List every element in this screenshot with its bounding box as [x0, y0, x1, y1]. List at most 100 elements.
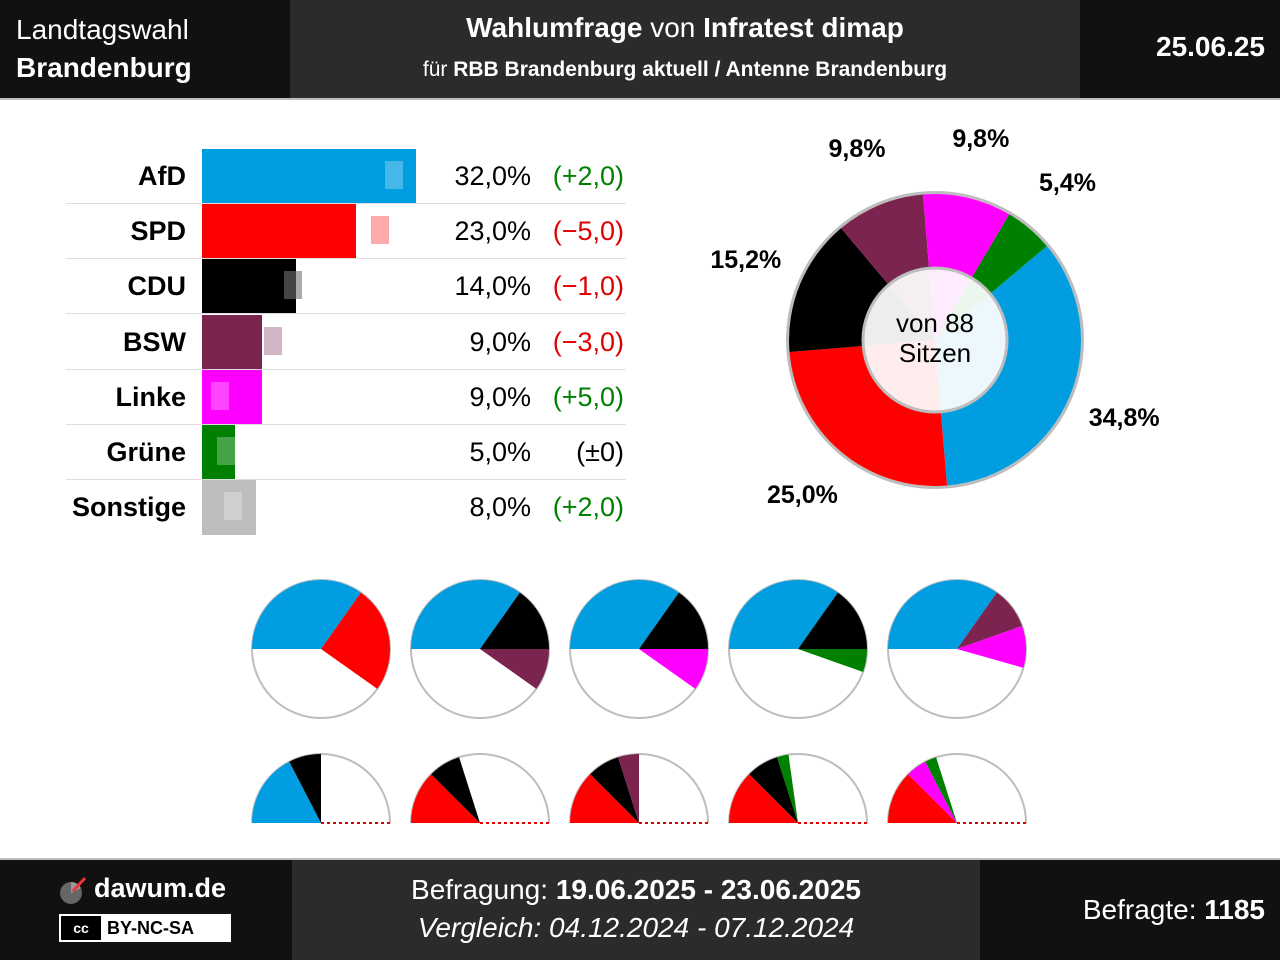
- coalition-slice-cdu: [480, 592, 549, 649]
- coalition-circle-afd-cdu-gruene: [728, 579, 868, 719]
- donut-label-cdu: 15,2%: [710, 246, 782, 275]
- row-divider: [66, 203, 626, 204]
- donut-label-gruene: 5,4%: [1039, 168, 1097, 197]
- coalition-slice-cdu: [590, 757, 639, 823]
- coalition-slice-spd: [570, 774, 639, 823]
- change-label: (−5,0): [552, 216, 624, 247]
- donut-center-label-2: Sitzen: [899, 338, 971, 368]
- election-type: Landtagswahl: [16, 14, 189, 45]
- cc-license-icon: cc: [61, 916, 101, 940]
- site-link[interactable]: dawum.de: [94, 873, 227, 903]
- donut-outline: [786, 191, 1084, 489]
- bar-row-gruene: Grüne 5,0% (±0): [66, 425, 626, 480]
- donut-label-afd: 34,8%: [1088, 403, 1160, 432]
- bar-row-cdu: CDU 14,0% (−1,0): [66, 259, 626, 315]
- coalition-slice-spd: [888, 774, 957, 823]
- value-label: 9,0%: [469, 381, 531, 412]
- bar-previous-marker-bsw: [264, 326, 283, 355]
- comparison-period: Vergleich: 04.12.2024 - 07.12.2024: [417, 912, 855, 943]
- license-text: BY-NC-SA: [107, 918, 195, 938]
- value-label: 32,0%: [454, 161, 531, 191]
- donut-label-bsw: 9,8%: [828, 135, 886, 164]
- party-label: Linke: [115, 381, 186, 412]
- footer-divider: [0, 858, 1280, 860]
- change-label: (+2,0): [552, 161, 624, 191]
- coalition-slice-linke: [639, 649, 708, 689]
- change-label: (−3,0): [552, 326, 624, 357]
- coalition-slice-gruene: [925, 757, 957, 823]
- coalition-semicircle-spd-cdu: [410, 753, 550, 824]
- row-divider: [66, 258, 626, 260]
- coalition-slice-bsw: [618, 754, 639, 823]
- coalition-slice-cdu: [749, 757, 798, 823]
- party-label: SPD: [130, 216, 186, 247]
- bar-row-afd: AfD 32,0% (+2,0): [66, 149, 626, 204]
- bar-previous-marker-gruene: [217, 437, 236, 465]
- party-label: CDU: [127, 271, 187, 302]
- donut-center: [861, 266, 1009, 414]
- coalition-slice-afd: [570, 580, 679, 649]
- change-label: (±0): [576, 437, 624, 467]
- coalition-slice-cdu: [639, 592, 708, 649]
- poll-date: 25.06.25: [1156, 31, 1265, 62]
- change-label: (+2,0): [552, 492, 624, 523]
- row-divider: [66, 313, 626, 315]
- coalition-semicircle-afd-cdu: [251, 753, 391, 824]
- coalition-slice-afd: [252, 580, 361, 649]
- bar-current-cdu: [202, 259, 296, 315]
- coalition-slice-gruene: [777, 754, 798, 823]
- party-label: BSW: [123, 326, 186, 357]
- coalition-slice-bsw: [957, 592, 1023, 649]
- footer-center-panel: [292, 860, 980, 960]
- donut-center-label-1: von 88: [896, 308, 974, 338]
- bar-row-linke: Linke 9,0% (+5,0): [66, 369, 626, 425]
- respondent-count: Befragte: 1185: [1082, 894, 1265, 925]
- coalition-slice-cdu: [431, 757, 480, 823]
- party-label: AfD: [138, 161, 186, 191]
- bar-current-bsw: [202, 314, 263, 370]
- coalition-slice-spd: [411, 774, 480, 823]
- coalition-semicircle-spd-linke-gruene: [887, 753, 1027, 824]
- coalition-slice-gruene: [798, 649, 867, 672]
- row-divider: [66, 368, 626, 370]
- coalition-slice-afd: [252, 761, 321, 823]
- coalition-circle-afd-spd: [251, 579, 391, 719]
- license-badge[interactable]: cc BY-NC-SA: [59, 914, 231, 942]
- dawum-logo-icon[interactable]: [58, 876, 88, 906]
- donut-slice-afd: [935, 246, 1081, 486]
- bar-previous-marker-cdu: [284, 271, 303, 300]
- coalition-slice-cdu: [289, 754, 321, 823]
- donut-label-spd: 25,0%: [767, 481, 838, 510]
- row-divider: [66, 423, 626, 425]
- coalition-slice-spd: [729, 774, 798, 823]
- coalition-charts: [251, 579, 1027, 824]
- header-right-panel: [1080, 0, 1280, 98]
- bar-previous-marker-spd: [371, 216, 390, 245]
- value-label: 14,0%: [454, 271, 531, 302]
- coalition-circle-afd-bsw-linke: [887, 579, 1027, 719]
- row-divider: [66, 479, 626, 480]
- bar-current-afd: [202, 149, 416, 204]
- party-label: Sonstige: [71, 492, 186, 523]
- donut-label-linke: 9,8%: [952, 125, 1010, 154]
- header-center-panel: [290, 0, 1080, 98]
- election-region: Brandenburg: [16, 52, 192, 83]
- bar-previous-marker-sonstige: [224, 492, 243, 521]
- bar-row-bsw: BSW 9,0% (−3,0): [66, 314, 626, 370]
- coalition-semicircle-spd-cdu-gruene: [728, 753, 868, 824]
- value-label: 23,0%: [454, 216, 531, 247]
- footer-right-panel: [980, 860, 1280, 960]
- coalition-circle-afd-cdu-linke: [569, 579, 709, 719]
- coalition-slice-cdu: [798, 592, 867, 649]
- bar-current-spd: [202, 204, 356, 260]
- change-label: (+5,0): [552, 381, 624, 412]
- coalition-slice-bsw: [480, 649, 549, 689]
- coalition-slice-linke: [957, 626, 1026, 668]
- poll-title: Wahlumfrage von Infratest dimap: [466, 12, 904, 43]
- coalition-slice-afd: [888, 580, 997, 649]
- coalition-slice-spd: [321, 592, 390, 689]
- coalition-semicircle-spd-cdu-bsw: [569, 753, 709, 824]
- header-divider: [0, 98, 1280, 100]
- bar-row-spd: SPD 23,0% (−5,0): [66, 204, 626, 260]
